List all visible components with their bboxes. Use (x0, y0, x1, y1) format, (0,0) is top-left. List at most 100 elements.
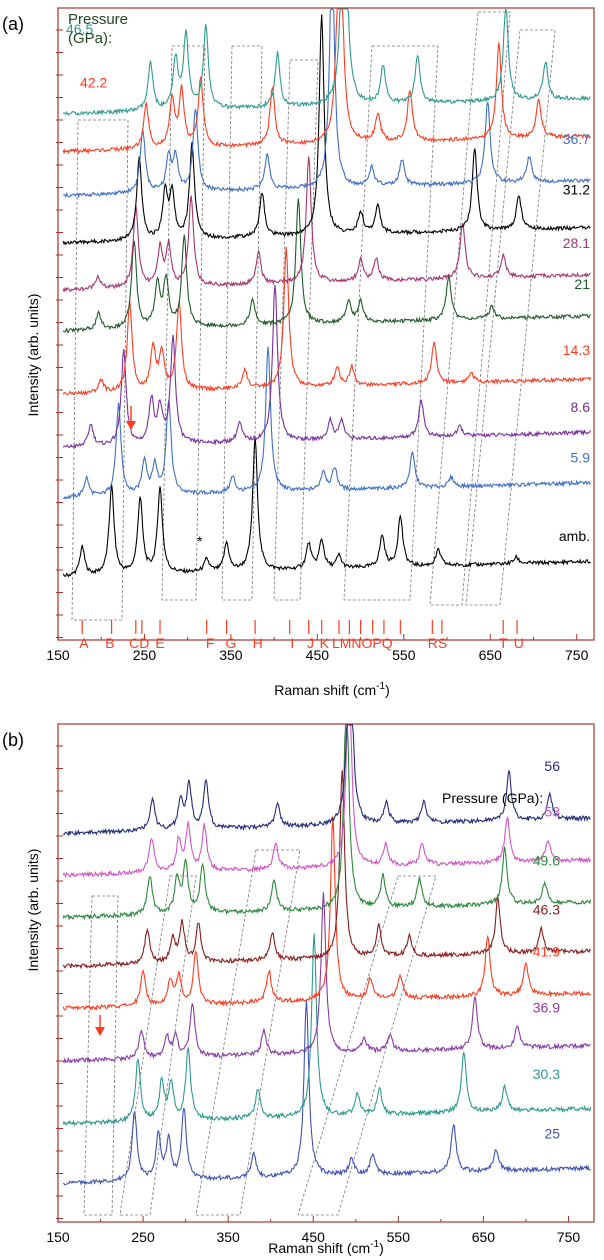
x-tick-label: 750 (557, 1229, 581, 1245)
series-line-amb. (62, 436, 591, 578)
panel-a-series (62, 8, 592, 578)
series-line-14.3 (62, 246, 592, 396)
x-tick-label: 150 (46, 1229, 70, 1245)
panel-a-peak-markers: A B CD E F G H I J K LMNOPQ RS T U (79, 620, 524, 651)
guide-box (71, 119, 129, 621)
guide-box (119, 875, 197, 1216)
pressure-label-28.1: 28.1 (563, 235, 590, 251)
panel-a-y-axis-label: Intensity (arb. units) (25, 294, 41, 417)
series-line-41.9 (62, 816, 591, 1012)
peak-label: LMNOPQ (332, 635, 393, 651)
guide-box (161, 45, 206, 601)
x-tick-label: 650 (472, 1229, 496, 1245)
x-tick-label: 350 (219, 647, 243, 663)
guide-box (429, 11, 511, 606)
guide-box (343, 45, 439, 601)
pressure-label-49.6: 49.6 (533, 853, 560, 869)
pressure-label-46.5: 46.5 (66, 21, 93, 37)
guide-box (221, 45, 263, 601)
pressure-label-36.9: 36.9 (533, 1000, 560, 1016)
peak-label: G (225, 635, 236, 651)
peak-label: K (320, 635, 330, 651)
pressure-label-41.9: 41.9 (533, 944, 560, 960)
series-line-25 (63, 1000, 591, 1186)
legend-title-b: Pressure (GPa): (442, 790, 543, 806)
pressure-label-46.3: 46.3 (533, 902, 560, 918)
panel-b-pressure-labels: 25 30.3 36.9 41.9 46.3 49.6 53 56 (533, 758, 560, 1142)
legend-title-line2: (GPa): (68, 30, 112, 47)
guide-box (297, 875, 437, 1216)
panel-b-x-axis: 150 250 350 450 550 650 750 (46, 1216, 580, 1245)
series-line-56 (62, 724, 591, 837)
asterisk-marker: * (197, 533, 203, 549)
series-line-36.9 (62, 892, 591, 1064)
pressure-label-21: 21 (574, 276, 590, 292)
series-line-5.9 (62, 346, 591, 501)
series-line-49.6 (62, 724, 592, 921)
x-tick-label: 650 (479, 647, 503, 663)
peak-label: I (290, 635, 294, 651)
panel-a-y-ticks (56, 29, 63, 638)
x-tick-label: 150 (46, 647, 70, 663)
panel-a-x-axis-label: Raman shift (cm-1) (274, 681, 390, 698)
legend-title-line1: Pressure (68, 11, 128, 28)
series-line-8.6 (62, 285, 591, 449)
x-tick-label: 350 (216, 1229, 240, 1245)
x-tick-label: 250 (131, 1229, 155, 1245)
peak-label: RS (428, 635, 447, 651)
series-line-36.7 (63, 8, 591, 199)
pressure-label-8.6: 8.6 (571, 399, 591, 415)
x-tick-label: 450 (302, 1229, 326, 1245)
guide-box (465, 29, 556, 606)
panel-b-frame (57, 723, 595, 1223)
series-line-46.5 (62, 8, 591, 117)
series-line-30.3 (62, 933, 592, 1127)
peak-label: A (79, 635, 89, 651)
peak-label: H (253, 635, 263, 651)
panel-b-guide-boxes (83, 849, 437, 1216)
pressure-label-53: 53 (544, 804, 560, 820)
pressure-label-42.2: 42.2 (80, 74, 107, 90)
x-tick-label: 550 (387, 1229, 411, 1245)
red-arrow-a (126, 406, 136, 430)
panel-a-frame (57, 7, 595, 641)
pressure-label-36.7: 36.7 (563, 131, 590, 147)
series-line-46.3 (62, 770, 592, 970)
peak-label: E (155, 635, 164, 651)
series-line-21 (62, 198, 591, 334)
pressure-label-amb.: amb. (559, 528, 590, 544)
panel-a-guide-boxes (71, 11, 556, 621)
peak-label: B (105, 635, 114, 651)
peak-label: U (514, 635, 524, 651)
guide-box (195, 849, 301, 1216)
panel-b-y-ticks (56, 745, 63, 1219)
panel-a: (a) 150 250 350 450 550 650 750 amb. 5.9 8.6 14.3… (2, 7, 595, 698)
panel-b: (b) 150 250 350 450 550 650 750 25 30.3 36.9 41.9… (2, 723, 595, 1256)
peak-label: F (206, 635, 215, 651)
pressure-label-56: 56 (544, 758, 560, 774)
panel-b-series (62, 724, 592, 1186)
pressure-label-14.3: 14.3 (563, 342, 590, 358)
x-tick-label: 550 (392, 647, 416, 663)
peak-label: J (307, 635, 314, 651)
series-line-53 (62, 724, 592, 879)
series-line-31.2 (62, 14, 591, 246)
red-arrow-b (95, 1015, 105, 1036)
pressure-label-30.3: 30.3 (533, 1066, 560, 1082)
panel-a-x-axis: 150 250 350 450 550 650 750 (46, 634, 589, 663)
panel-b-label: (b) (2, 730, 24, 750)
panel-b-x-axis-label: Raman shift (cm-1) (268, 1239, 384, 1256)
series-line-42.2 (62, 8, 591, 155)
x-tick-label: 450 (306, 647, 330, 663)
panel-a-label: (a) (2, 14, 24, 34)
panel-b-y-axis-label: Intensity (arb. units) (25, 849, 41, 972)
panel-a-pressure-labels: amb. 5.9 8.6 14.3 21 28.1 31.2 36.7 42.2 46.5 (66, 21, 590, 544)
guide-box (83, 895, 119, 1216)
peak-label: T (499, 635, 508, 651)
pressure-label-5.9: 5.9 (571, 449, 591, 465)
x-tick-label: 250 (133, 647, 157, 663)
x-tick-label: 750 (565, 647, 589, 663)
pressure-label-25: 25 (544, 1126, 560, 1142)
pressure-label-31.2: 31.2 (563, 182, 590, 198)
